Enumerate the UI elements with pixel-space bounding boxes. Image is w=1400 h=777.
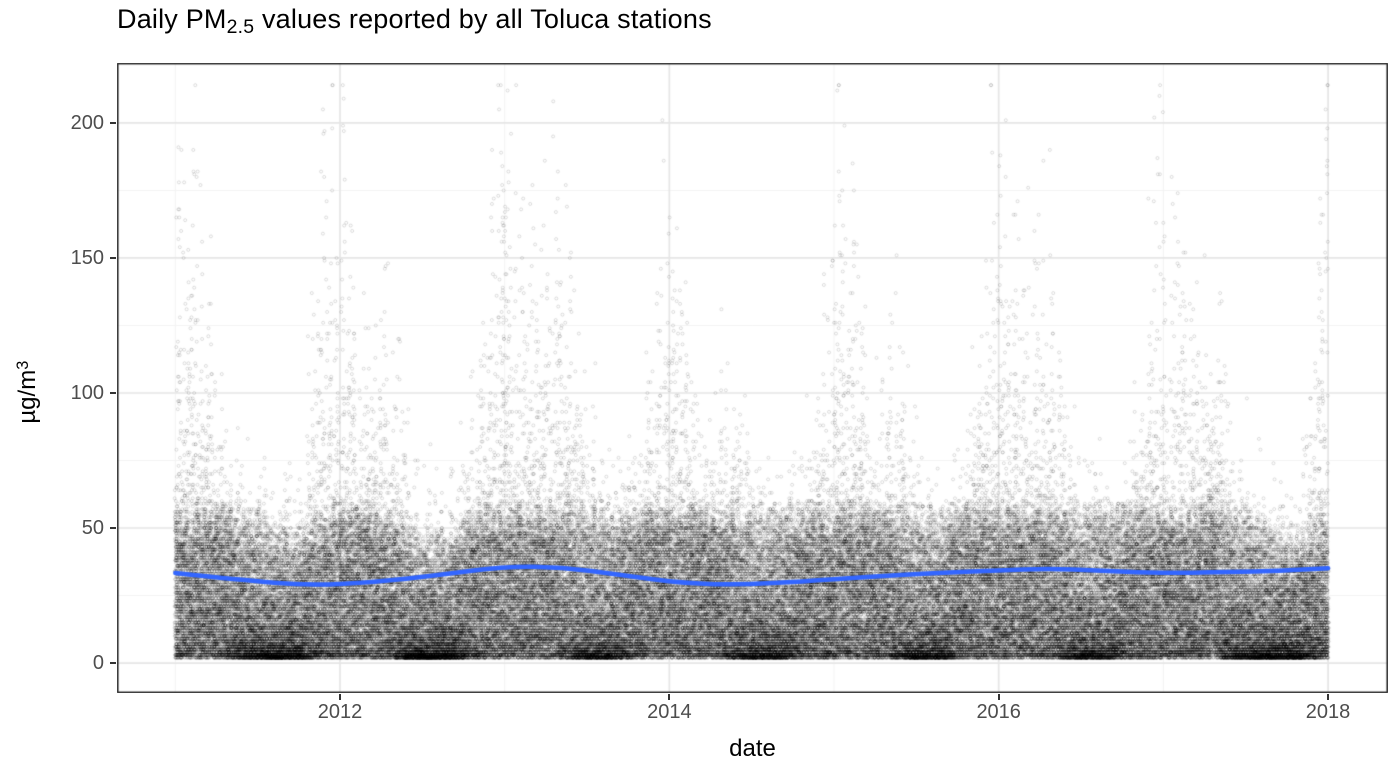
- y-tick-label: 100: [70, 381, 104, 404]
- y-tick-mark: [110, 662, 116, 665]
- y-tick-mark: [110, 391, 116, 394]
- title-suffix: values reported by all Toluca stations: [254, 4, 712, 34]
- y-tick-label: 0: [92, 652, 104, 675]
- y-axis-title-superscript: 3: [13, 360, 32, 370]
- x-tick-mark: [997, 694, 1000, 700]
- x-tick-mark: [1327, 694, 1330, 700]
- title-subscript: 2.5: [226, 15, 255, 38]
- x-tick-label: 2018: [1305, 701, 1351, 723]
- plot-panel: [117, 63, 1388, 693]
- y-tick-mark: [110, 121, 116, 124]
- title-prefix: Daily PM: [117, 4, 227, 34]
- x-tick-mark: [668, 694, 671, 700]
- y-tick-label: 50: [81, 517, 104, 539]
- y-tick-mark: [110, 527, 116, 529]
- y-tick-label: 150: [70, 246, 104, 269]
- x-tick-label: 2012: [317, 701, 363, 723]
- x-tick-mark: [338, 694, 341, 700]
- x-axis-title: date: [729, 735, 776, 762]
- y-tick-label: 200: [70, 111, 104, 134]
- x-tick-label: 2016: [976, 701, 1021, 723]
- x-tick-label: 2014: [647, 701, 692, 723]
- y-tick-mark: [110, 256, 116, 259]
- chart-title: Daily PM2.5 values reported by all Toluc…: [117, 4, 712, 39]
